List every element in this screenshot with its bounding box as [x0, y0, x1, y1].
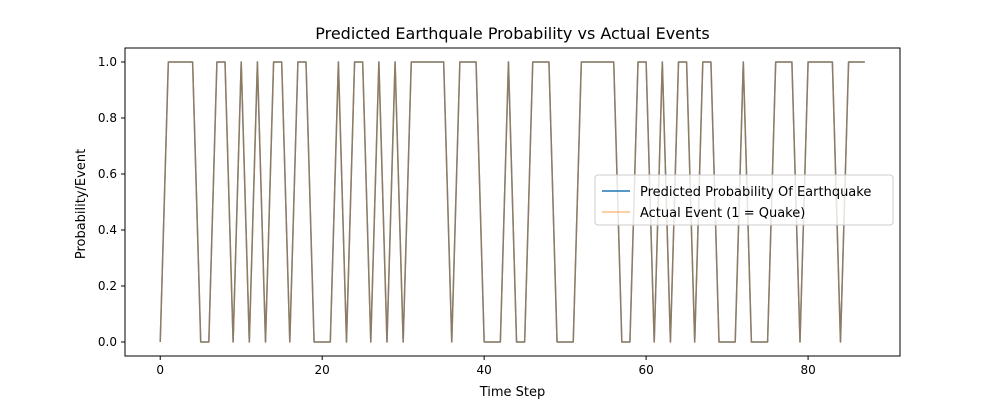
- y-tick-label: 0.8: [98, 111, 117, 125]
- y-tick-label: 1.0: [98, 55, 117, 69]
- x-tick-label: 40: [477, 363, 492, 377]
- x-tick-label: 20: [315, 363, 330, 377]
- legend-label-predicted: Predicted Probability Of Earthquake: [640, 185, 871, 200]
- y-tick-label: 0.0: [98, 335, 117, 349]
- y-tick-label: 0.2: [98, 279, 117, 293]
- chart-title: Predicted Earthquale Probability vs Actu…: [315, 24, 710, 43]
- x-axis-title: Time Step: [479, 385, 546, 400]
- x-axis: 0 20 40 60 80: [156, 356, 816, 377]
- y-tick-label: 0.4: [98, 223, 117, 237]
- legend-label-actual: Actual Event (1 = Quake): [640, 206, 805, 221]
- y-axis-title: Probability/Event: [74, 149, 89, 259]
- x-tick-label: 80: [800, 363, 815, 377]
- plot-frame: [124, 47, 901, 357]
- legend-box: [594, 174, 894, 226]
- legend: Predicted Probability Of Earthquake Actu…: [594, 174, 894, 226]
- x-tick-label: 60: [638, 363, 653, 377]
- y-tick-label: 0.6: [98, 167, 117, 181]
- y-axis: 0.0 0.2 0.4 0.6 0.8 1.0: [98, 55, 125, 349]
- x-tick-label: 0: [156, 363, 164, 377]
